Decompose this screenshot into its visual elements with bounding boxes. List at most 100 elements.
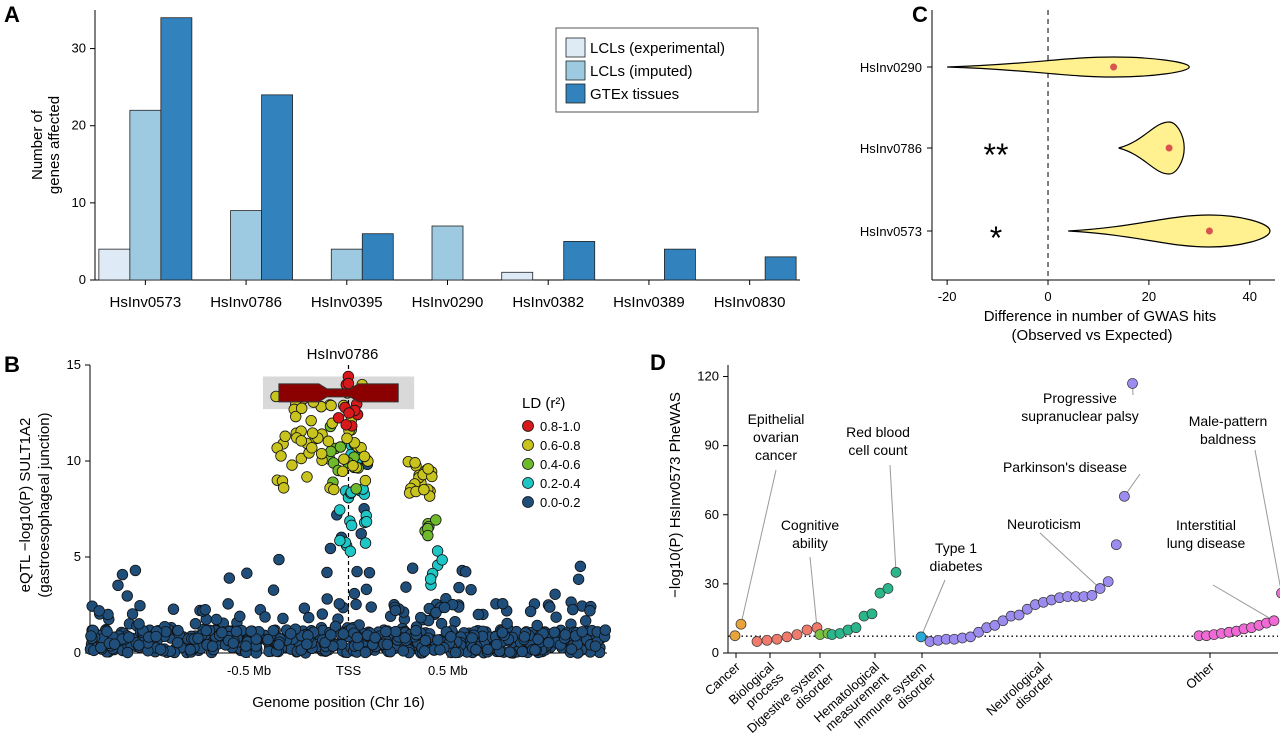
phewas-point xyxy=(791,629,803,640)
snp-point xyxy=(350,598,362,611)
snp-point xyxy=(133,639,145,651)
snp-point xyxy=(334,534,346,547)
snp-point xyxy=(397,645,410,657)
panel-label-c: C xyxy=(912,2,928,27)
snp-point xyxy=(470,643,482,656)
phewas-point xyxy=(874,587,886,599)
snp-point xyxy=(306,442,318,454)
snp-point xyxy=(321,566,333,579)
phewas-point xyxy=(1110,539,1122,551)
bar xyxy=(361,233,394,281)
snp-point xyxy=(589,640,602,652)
median-point xyxy=(1165,144,1173,152)
snp-point xyxy=(134,599,146,612)
snp-point xyxy=(399,632,411,644)
snp-point xyxy=(227,637,239,649)
snp-point xyxy=(466,632,478,644)
snp-point xyxy=(267,584,280,596)
annotation-label: Neuroticism xyxy=(1007,516,1081,532)
x-axis-label: Genome position (Chr 16) xyxy=(252,694,425,711)
panel-b-locus-scatter: HsInv0786 0 5 10 15 -0.5 Mb TSS 0.5 Mb Genome po… xyxy=(17,346,612,711)
snp-point xyxy=(298,602,311,614)
snp-point xyxy=(445,631,457,643)
snp-point xyxy=(406,562,419,574)
annotation-label: Interstitial lung disease xyxy=(1167,517,1246,551)
x-tick-label: HsInv0830 xyxy=(714,294,786,311)
x-tick-label: HsInv0786 xyxy=(210,294,282,311)
x-category-label: Neurologicaldisorder xyxy=(983,659,1057,729)
legend-swatch xyxy=(565,83,586,104)
snp-point xyxy=(572,573,585,585)
snp-point xyxy=(295,402,308,415)
snp-point xyxy=(286,459,298,471)
y-axis-label-2: (gastroesophageal junction) xyxy=(36,412,53,597)
y-tick-label: 30 xyxy=(72,41,86,56)
snp-point xyxy=(338,453,350,465)
snp-point xyxy=(328,483,340,496)
snp-point xyxy=(277,612,289,625)
violin-shape xyxy=(1116,121,1185,175)
snp-point xyxy=(430,606,442,619)
snp-point xyxy=(369,631,381,644)
phewas-point xyxy=(1119,490,1130,502)
snp-point xyxy=(548,626,561,639)
bar xyxy=(431,225,464,281)
snp-point xyxy=(343,407,355,419)
panel-label-b: B xyxy=(4,352,20,377)
snp-point xyxy=(332,412,345,424)
snp-point xyxy=(259,611,271,623)
phewas-point xyxy=(997,615,1009,627)
snp-point xyxy=(576,626,588,638)
snp-point xyxy=(584,605,596,617)
legend-marker xyxy=(522,439,534,451)
phewas-point xyxy=(915,631,927,643)
snp-point xyxy=(216,626,228,639)
legend-marker xyxy=(522,477,534,489)
annotation-leader xyxy=(1254,449,1280,588)
median-point xyxy=(1205,227,1213,235)
snp-point xyxy=(325,399,337,412)
snp-point xyxy=(550,611,562,623)
snp-point xyxy=(472,608,485,621)
x-tick-label: HsInv0395 xyxy=(311,294,383,311)
snp-point xyxy=(491,638,503,651)
snp-point xyxy=(359,537,372,549)
locus-title: HsInv0786 xyxy=(307,346,379,363)
legend-box xyxy=(555,27,759,113)
significance-marker: ** xyxy=(984,137,1009,173)
snp-point xyxy=(434,644,446,656)
snp-point xyxy=(126,608,139,620)
snp-point xyxy=(277,482,290,494)
annotation-label: Cognitive ability xyxy=(781,517,840,551)
snp-point xyxy=(112,579,124,592)
snp-point xyxy=(150,630,162,643)
snp-point xyxy=(241,567,253,579)
phewas-point xyxy=(882,583,894,594)
snp-point xyxy=(529,644,541,656)
snp-point xyxy=(453,581,465,594)
y-tick-label: 0 xyxy=(79,272,86,287)
legend-label: GTEx tissues xyxy=(590,86,679,103)
snp-point xyxy=(334,441,347,453)
panel-a-bar-chart: 0 10 20 30 Number ofgenes affected HsInv0573 H… xyxy=(29,10,800,311)
snp-point xyxy=(430,514,442,526)
snp-point xyxy=(574,560,587,573)
snp-point xyxy=(273,553,285,566)
x-axis-label-2: (Observed vs Expected) xyxy=(1012,327,1173,344)
snp-point xyxy=(418,645,431,657)
y-tick-label: 5 xyxy=(74,549,81,564)
x-tick-label: HsInv0290 xyxy=(412,294,484,311)
phewas-point xyxy=(973,626,984,638)
phewas-point xyxy=(866,608,878,620)
snp-point xyxy=(543,637,555,649)
x-tick-label: -20 xyxy=(938,289,957,304)
snp-point xyxy=(85,630,97,642)
snp-point xyxy=(337,628,350,640)
phewas-point xyxy=(1268,615,1280,627)
snp-point xyxy=(262,633,274,646)
snp-point xyxy=(360,515,373,528)
snp-point xyxy=(154,643,167,656)
snp-point xyxy=(432,634,444,646)
legend-swatch xyxy=(565,60,586,81)
y-tick-label: HsInv0290 xyxy=(860,60,922,75)
